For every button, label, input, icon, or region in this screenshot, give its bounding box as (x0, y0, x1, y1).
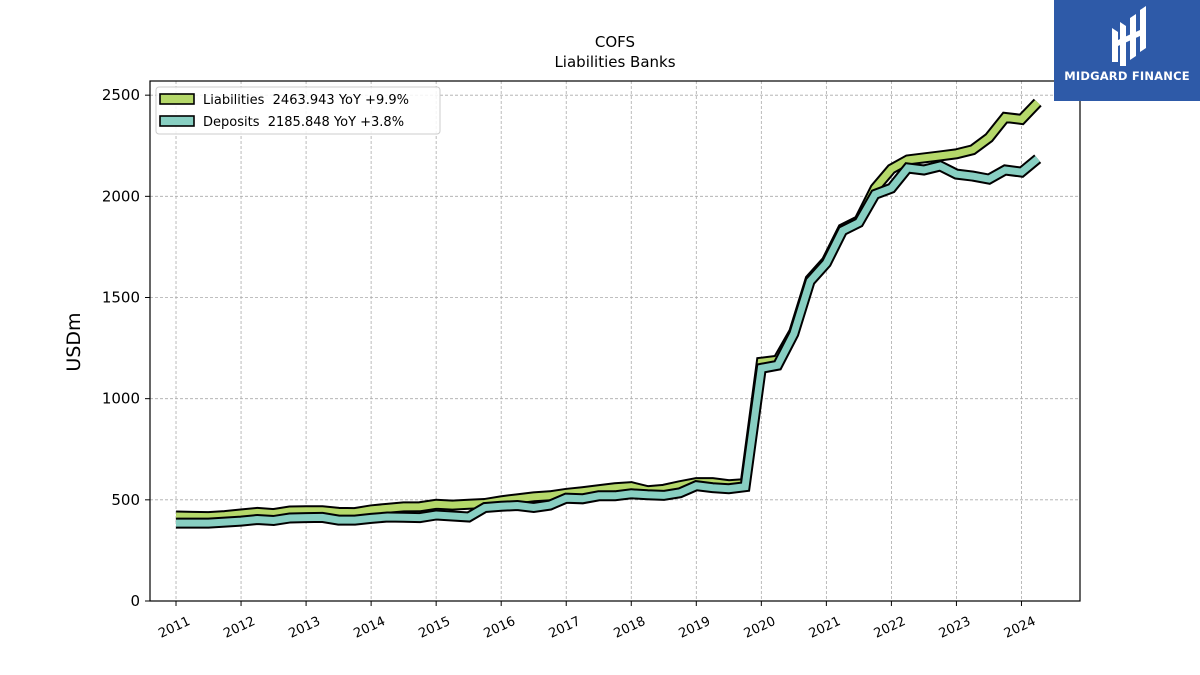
x-tick-label: 2015 (417, 614, 453, 642)
chart-title: COFS (595, 33, 635, 51)
legend: Liabilities 2463.943 YoY +9.9% Deposits … (155, 86, 441, 135)
plot-frame (149, 80, 1081, 602)
x-tick-label: 2018 (612, 614, 648, 642)
legend-label-deposits: Deposits 2185.848 YoY +3.8% (203, 115, 404, 130)
x-ticks: 2011 2012 2013 2014 2015 2016 2017 2018 2019 2020… (156, 601, 1038, 642)
series-layer (175, 98, 1042, 529)
series-line-deposits (176, 156, 1040, 527)
y-tick-label: 500 (111, 491, 140, 509)
legend-box (155, 86, 441, 135)
legend-label-liabilities: Liabilities 2463.943 YoY +9.9% (203, 93, 409, 108)
x-tick-label: 2023 (937, 614, 973, 642)
chart-subtitle: Liabilities Banks (554, 53, 675, 71)
x-tick-label: 2013 (286, 614, 322, 642)
x-tick-label: 2014 (351, 614, 387, 642)
x-tick-label: 2024 (1002, 614, 1038, 642)
x-tick-label: 2020 (742, 614, 778, 642)
company-logo: MIDGARD FINANCE (1054, 0, 1200, 101)
y-tick-label: 2000 (102, 187, 140, 205)
x-tick-label: 2022 (872, 614, 908, 642)
y-tick-label: 1500 (102, 288, 140, 306)
series-outline-deposits (176, 154, 1042, 529)
x-tick-label: 2011 (156, 614, 192, 642)
x-tick-label: 2021 (807, 614, 843, 642)
y-axis-label: USDm (63, 312, 85, 371)
logo-mark-icon (1112, 6, 1146, 66)
legend-swatch-liabilities (159, 93, 195, 105)
x-tick-label: 2019 (677, 614, 713, 642)
y-tick-label: 1000 (102, 390, 140, 408)
y-tick-label: 0 (130, 592, 140, 610)
logo-text: MIDGARD FINANCE (1064, 69, 1190, 83)
x-tick-label: 2012 (221, 614, 257, 642)
x-tick-label: 2017 (547, 614, 583, 642)
series-line-liabilities (175, 100, 1041, 521)
y-tick-label: 2500 (102, 86, 140, 104)
y-ticks: 0 500 1000 1500 2000 2500 (102, 86, 150, 610)
x-tick-label: 2016 (482, 614, 518, 642)
legend-swatch-deposits (159, 115, 195, 127)
